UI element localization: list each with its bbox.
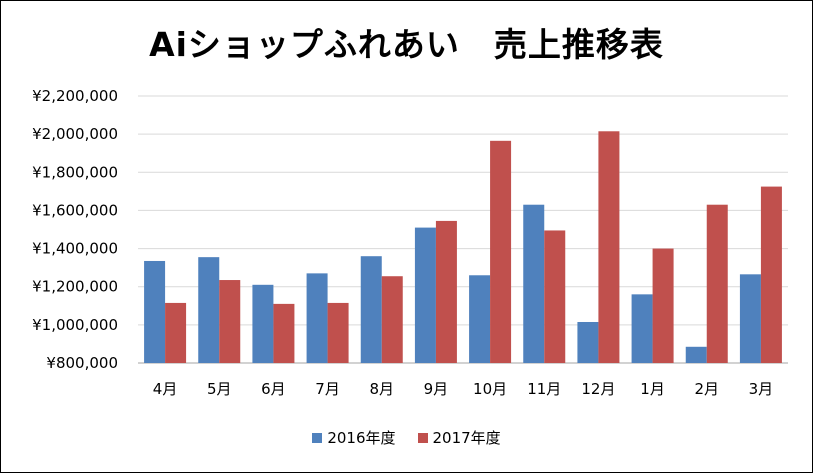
y-axis-ticks: ¥800,000 ¥1,000,000 ¥1,200,000 ¥1,400,000 ¥1… xyxy=(32,87,118,372)
chart-title: Aiショップふれあい 売上推移表 xyxy=(149,25,664,64)
y-tick-label: ¥1,600,000 xyxy=(32,201,118,219)
bar-2016 xyxy=(577,321,599,363)
bar-2017 xyxy=(165,302,187,363)
bar-2016 xyxy=(685,346,707,363)
bar-2017 xyxy=(381,276,403,363)
legend-label-2016: 2016年度 xyxy=(327,429,396,447)
legend-item-2016: 2016年度 xyxy=(312,427,396,448)
x-tick-label: 10月 xyxy=(473,380,507,398)
x-tick-label: 8月 xyxy=(369,380,394,398)
bar-2016 xyxy=(414,227,436,363)
bars xyxy=(144,131,782,363)
y-tick-label: ¥800,000 xyxy=(46,354,118,372)
bar-2017 xyxy=(652,248,674,363)
x-tick-label: 3月 xyxy=(749,380,774,398)
bar-2017 xyxy=(327,302,349,363)
gridlines xyxy=(138,95,788,364)
bar-2016 xyxy=(360,256,382,363)
y-tick-label: ¥1,000,000 xyxy=(32,316,118,334)
y-tick-label: ¥1,400,000 xyxy=(32,240,118,258)
legend: 2016年度 2017年度 xyxy=(0,427,813,448)
y-tick-label: ¥1,800,000 xyxy=(32,163,118,181)
x-tick-label: 4月 xyxy=(153,380,178,398)
x-tick-label: 11月 xyxy=(527,380,561,398)
bar-2016 xyxy=(306,273,328,363)
bar-2017 xyxy=(273,303,295,363)
bar-2016 xyxy=(252,284,274,363)
y-tick-label: ¥2,000,000 xyxy=(32,125,118,143)
legend-item-2017: 2017年度 xyxy=(417,427,501,448)
x-tick-label: 12月 xyxy=(581,380,615,398)
x-tick-label: 2月 xyxy=(694,380,719,398)
bar-2016 xyxy=(469,275,491,363)
x-tick-label: 7月 xyxy=(315,380,340,398)
bar-2017 xyxy=(219,280,241,363)
bar-2016 xyxy=(739,274,761,363)
bar-2017 xyxy=(544,230,566,363)
bar-2016 xyxy=(523,204,545,363)
y-tick-label: ¥1,200,000 xyxy=(32,278,118,296)
x-tick-label: 9月 xyxy=(424,380,449,398)
legend-label-2017: 2017年度 xyxy=(432,429,501,447)
legend-swatch-2017 xyxy=(417,432,428,443)
bar-2017 xyxy=(760,186,782,363)
x-tick-label: 5月 xyxy=(207,380,232,398)
legend-swatch-2016 xyxy=(312,432,323,443)
x-axis-ticks: 4月 5月 6月 7月 8月 9月 10月 11月 12月 1月 2月 3月 xyxy=(153,380,773,398)
bar-2017 xyxy=(598,131,620,363)
bar-2016 xyxy=(198,257,220,363)
x-tick-label: 1月 xyxy=(640,380,665,398)
bar-2016 xyxy=(144,260,166,363)
bar-2017 xyxy=(490,140,512,363)
bar-2017 xyxy=(706,204,728,363)
bar-2016 xyxy=(631,294,653,363)
y-tick-label: ¥2,200,000 xyxy=(32,87,118,105)
x-tick-label: 6月 xyxy=(261,380,286,398)
bar-2017 xyxy=(435,220,457,363)
